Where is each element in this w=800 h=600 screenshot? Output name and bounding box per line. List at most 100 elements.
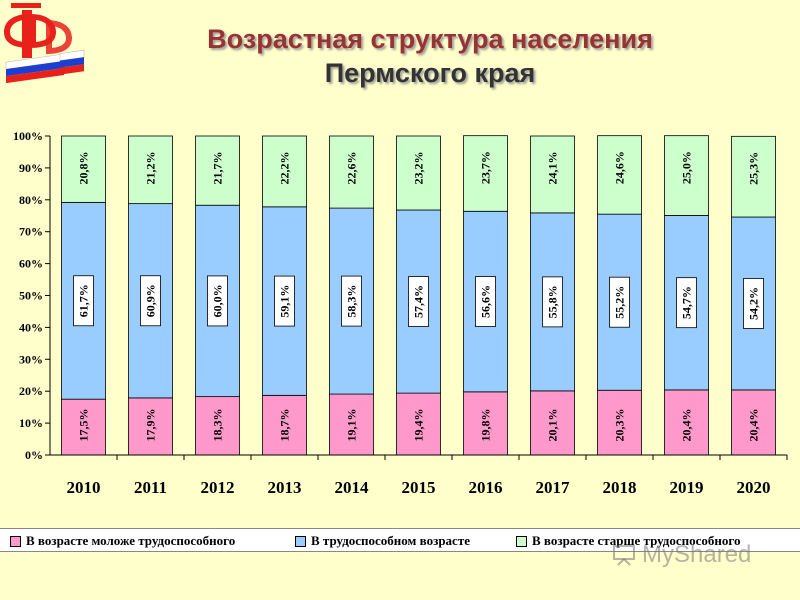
- title-line-2: Пермского края: [324, 58, 536, 88]
- y-tick-label: 0%: [25, 448, 43, 462]
- bar-group-2017: 20,1% 55,8% 24,1%: [530, 135, 575, 456]
- data-label-box: [207, 275, 228, 327]
- y-tick-label: 30%: [19, 352, 43, 366]
- bar-old-2019: [664, 135, 709, 216]
- x-tick-label: 2015: [402, 478, 436, 497]
- legend-item-old: В возрасте старше трудоспособного: [516, 533, 740, 549]
- y-tick-label: 20%: [19, 384, 43, 398]
- legend-label-old: В возрасте старше трудоспособного: [532, 533, 741, 548]
- y-tick-label: 50%: [19, 289, 43, 303]
- data-label-young: 19,8%: [479, 409, 493, 442]
- bar-young-2015: [396, 392, 441, 456]
- watermark: MyShared: [612, 541, 751, 569]
- bar-group-2013: 18,7% 59,1% 22,2%: [262, 135, 307, 456]
- data-label-box: [341, 275, 362, 327]
- data-label-box: [743, 278, 764, 329]
- data-label-working: 57,4%: [412, 285, 426, 318]
- data-label-young: 20,4%: [680, 409, 694, 442]
- data-label-box: [609, 276, 630, 328]
- data-label-young: 20,4%: [747, 409, 761, 442]
- bar-young-2011: [128, 397, 173, 456]
- y-tick-label: 90%: [19, 161, 43, 175]
- data-label-old: 21,2%: [144, 152, 158, 185]
- bar-old-2010: [61, 135, 106, 203]
- data-label-working: 61,7%: [77, 284, 91, 317]
- x-tick-label: 2016: [469, 478, 503, 497]
- data-label-working: 60,9%: [144, 284, 158, 317]
- data-label-old: 22,6%: [345, 152, 359, 185]
- y-tick-label: 10%: [19, 416, 43, 430]
- bar-old-2014: [329, 135, 374, 209]
- bar-group-2015: 19,4% 57,4% 23,2%: [396, 135, 441, 456]
- data-label-box: [73, 275, 94, 327]
- data-label-box: [676, 277, 697, 329]
- x-tick-label: 2018: [603, 478, 637, 497]
- legend-swatch-working: [295, 535, 306, 547]
- bar-old-2020: [731, 135, 776, 218]
- y-axis: 0% 10% 20% 30% 40% 50% 60% 70% 80% 90% 100%: [13, 129, 51, 462]
- x-tick-label: 2013: [268, 478, 302, 497]
- data-label-old: 21,7%: [211, 152, 225, 185]
- x-tick-label: 2010: [67, 478, 101, 497]
- bar-group-2020: 20,4% 54,2% 25,3%: [731, 135, 776, 456]
- data-label-young: 17,9%: [144, 409, 158, 442]
- data-label-working: 54,7%: [680, 286, 694, 319]
- data-label-working: 59,1%: [278, 285, 292, 318]
- data-label-working: 55,8%: [546, 285, 560, 318]
- bar-group-2019: 20,4% 54,7% 25,0%: [664, 135, 709, 456]
- y-tick-label: 80%: [19, 193, 43, 207]
- x-tick-label: 2014: [335, 478, 370, 497]
- bar-old-2016: [463, 135, 508, 212]
- y-tick-label: 100%: [13, 129, 43, 143]
- x-tick-label: 2012: [201, 478, 235, 497]
- page-title: Возрастная структура населения Пермского…: [130, 22, 730, 90]
- bar-group-2010: 17,5% 61,7% 20,8%: [61, 135, 106, 456]
- data-label-young: 20,3%: [613, 409, 627, 442]
- data-label-young: 19,1%: [345, 409, 359, 442]
- bar-old-2011: [128, 135, 173, 205]
- x-tick-label: 2011: [134, 478, 167, 497]
- bar-group-2016: 19,8% 56,6% 23,7%: [463, 135, 508, 456]
- bar-young-2012: [195, 396, 240, 456]
- data-label-working: 60,0%: [211, 284, 225, 317]
- legend-item-young: В возрасте моложе трудоспособного: [10, 533, 235, 549]
- title-line-1: Возрастная структура населения: [207, 24, 653, 54]
- bar-young-2013: [262, 394, 307, 456]
- bar-group-2014: 19,1% 58,3% 22,6%: [329, 135, 374, 456]
- bar-group-2012: 18,3% 60,0% 21,7%: [195, 135, 240, 456]
- data-label-young: 19,4%: [412, 409, 426, 442]
- bar-young-2019: [664, 389, 709, 456]
- bar-old-2015: [396, 135, 441, 211]
- data-label-young: 18,3%: [211, 409, 225, 442]
- x-axis: 2010 2011 2012 2013 2014 2015 2016 2017 2018 2019…: [50, 454, 788, 497]
- bar-group-2018: 20,3% 55,2% 24,6%: [597, 135, 642, 456]
- data-label-box: [542, 276, 563, 328]
- data-label-old: 25,3%: [747, 152, 761, 185]
- data-label-box: [274, 275, 295, 327]
- bars-group: 17,5% 61,7% 20,8% 17,9% 60,9% 21,2% 18,3% 60,0%…: [61, 135, 776, 456]
- data-label-working: 55,2%: [613, 286, 627, 319]
- data-label-old: 22,2%: [278, 152, 292, 185]
- x-tick-label: 2020: [737, 478, 771, 497]
- legend-label-young: В возрасте моложе трудоспособного: [26, 533, 236, 548]
- data-label-old: 24,6%: [613, 151, 627, 184]
- legend: В возрасте моложе трудоспособного В труд…: [0, 528, 800, 552]
- data-label-old: 24,1%: [546, 152, 560, 185]
- y-tick-label: 70%: [19, 225, 43, 239]
- data-label-old: 23,2%: [412, 152, 426, 185]
- data-label-old: 20,8%: [77, 152, 91, 185]
- data-label-box: [140, 275, 161, 327]
- data-label-young: 18,7%: [278, 409, 292, 442]
- bar-old-2012: [195, 135, 240, 206]
- presentation-icon: [613, 545, 635, 566]
- stacked-bar-chart: 0% 10% 20% 30% 40% 50% 60% 70% 80% 90% 100% 17,5% 6…: [13, 129, 788, 497]
- y-tick-label: 60%: [19, 257, 43, 271]
- bar-old-2013: [262, 135, 307, 208]
- legend-label-working: В трудоспособном возрасте: [311, 533, 470, 548]
- pfr-logo: [4, 3, 85, 84]
- data-label-young: 20,1%: [546, 409, 560, 442]
- bar-old-2018: [597, 135, 642, 215]
- data-label-working: 54,2%: [747, 287, 761, 320]
- x-tick-label: 2019: [670, 478, 704, 497]
- y-tick-label: 40%: [19, 320, 43, 334]
